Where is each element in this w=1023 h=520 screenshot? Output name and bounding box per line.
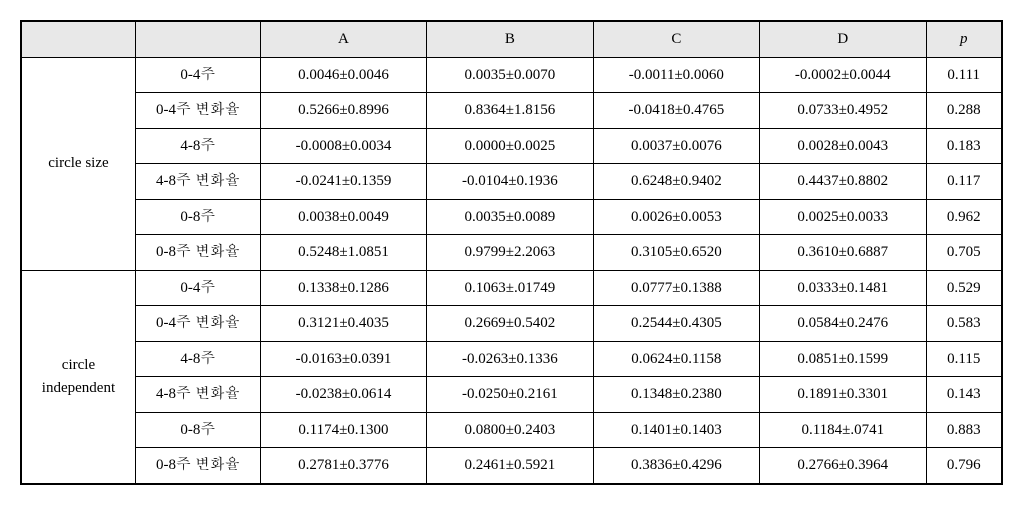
row-label: 0-4주 변화율 [135,93,260,129]
col-c: C [593,21,759,57]
table-row: 4-8주 -0.0163±0.0391 -0.0263±0.1336 0.062… [21,341,1002,377]
table-row: 0-8주 0.1174±0.1300 0.0800±0.2403 0.1401±… [21,412,1002,448]
row-label: 0-8주 [135,199,260,235]
cell-p: 0.883 [926,412,1002,448]
table-row: 0-4주 변화율 0.3121±0.4035 0.2669±0.5402 0.2… [21,306,1002,342]
cell-c: 0.3105±0.6520 [593,235,759,271]
col-blank-2 [135,21,260,57]
cell-a: 0.1174±0.1300 [260,412,426,448]
data-table: A B C D p circle size 0-4주 0.0046±0.0046… [20,20,1003,485]
cell-a: 0.0038±0.0049 [260,199,426,235]
cell-p: 0.117 [926,164,1002,200]
col-blank-1 [21,21,135,57]
cell-b: -0.0250±0.2161 [427,377,593,413]
cell-d: 0.4437±0.8802 [760,164,926,200]
cell-p: 0.288 [926,93,1002,129]
cell-d: 0.1184±.0741 [760,412,926,448]
cell-b: 0.2461±0.5921 [427,448,593,484]
cell-d: 0.0851±0.1599 [760,341,926,377]
cell-d: 0.2766±0.3964 [760,448,926,484]
cell-d: 0.3610±0.6887 [760,235,926,271]
table-row: 4-8주 변화율 -0.0241±0.1359 -0.0104±0.1936 0… [21,164,1002,200]
cell-a: -0.0241±0.1359 [260,164,426,200]
cell-c: -0.0418±0.4765 [593,93,759,129]
row-label: 4-8주 [135,128,260,164]
row-label: 4-8주 변화율 [135,164,260,200]
cell-a: 0.2781±0.3776 [260,448,426,484]
cell-a: -0.0238±0.0614 [260,377,426,413]
table-row: 0-4주 변화율 0.5266±0.8996 0.8364±1.8156 -0.… [21,93,1002,129]
cell-b: -0.0263±0.1336 [427,341,593,377]
cell-a: -0.0163±0.0391 [260,341,426,377]
table-row: 0-8주 0.0038±0.0049 0.0035±0.0089 0.0026±… [21,199,1002,235]
cell-b: 0.2669±0.5402 [427,306,593,342]
cell-a: 0.3121±0.4035 [260,306,426,342]
col-d: D [760,21,926,57]
cell-a: 0.1338±0.1286 [260,270,426,306]
row-label: 4-8주 [135,341,260,377]
row-label: 0-4주 [135,57,260,93]
cell-b: -0.0104±0.1936 [427,164,593,200]
cell-b: 0.1063±.01749 [427,270,593,306]
cell-c: 0.0026±0.0053 [593,199,759,235]
row-label: 0-8주 변화율 [135,235,260,271]
cell-c: 0.2544±0.4305 [593,306,759,342]
cell-a: 0.0046±0.0046 [260,57,426,93]
cell-p: 0.143 [926,377,1002,413]
cell-c: 0.1401±0.1403 [593,412,759,448]
cell-d: 0.0025±0.0033 [760,199,926,235]
cell-p: 0.529 [926,270,1002,306]
row-label: 0-4주 [135,270,260,306]
cell-c: 0.1348±0.2380 [593,377,759,413]
cell-d: 0.0028±0.0043 [760,128,926,164]
cell-c: 0.0777±0.1388 [593,270,759,306]
cell-c: -0.0011±0.0060 [593,57,759,93]
cell-p: 0.583 [926,306,1002,342]
cell-b: 0.0035±0.0089 [427,199,593,235]
cell-b: 0.0035±0.0070 [427,57,593,93]
row-group-label: circle independent [21,270,135,484]
cell-d: 0.0333±0.1481 [760,270,926,306]
table-row: 4-8주 변화율 -0.0238±0.0614 -0.0250±0.2161 0… [21,377,1002,413]
cell-p: 0.962 [926,199,1002,235]
table-row: 4-8주 -0.0008±0.0034 0.0000±0.0025 0.0037… [21,128,1002,164]
col-p: p [926,21,1002,57]
table-row: 0-8주 변화율 0.5248±1.0851 0.9799±2.2063 0.3… [21,235,1002,271]
cell-a: 0.5248±1.0851 [260,235,426,271]
table-row: 0-8주 변화율 0.2781±0.3776 0.2461±0.5921 0.3… [21,448,1002,484]
cell-d: -0.0002±0.0044 [760,57,926,93]
cell-c: 0.6248±0.9402 [593,164,759,200]
row-group-label: circle size [21,57,135,270]
cell-b: 0.8364±1.8156 [427,93,593,129]
cell-c: 0.0624±0.1158 [593,341,759,377]
cell-p: 0.111 [926,57,1002,93]
cell-b: 0.0800±0.2403 [427,412,593,448]
row-label: 0-4주 변화율 [135,306,260,342]
row-label: 4-8주 변화율 [135,377,260,413]
table-body: circle size 0-4주 0.0046±0.0046 0.0035±0.… [21,57,1002,484]
cell-c: 0.0037±0.0076 [593,128,759,164]
table-row: circle independent 0-4주 0.1338±0.1286 0.… [21,270,1002,306]
col-a: A [260,21,426,57]
cell-d: 0.0584±0.2476 [760,306,926,342]
cell-p: 0.705 [926,235,1002,271]
cell-a: -0.0008±0.0034 [260,128,426,164]
cell-p: 0.183 [926,128,1002,164]
cell-c: 0.3836±0.4296 [593,448,759,484]
row-label: 0-8주 변화율 [135,448,260,484]
cell-b: 0.0000±0.0025 [427,128,593,164]
table-header-row: A B C D p [21,21,1002,57]
cell-b: 0.9799±2.2063 [427,235,593,271]
cell-p: 0.796 [926,448,1002,484]
cell-p: 0.115 [926,341,1002,377]
cell-a: 0.5266±0.8996 [260,93,426,129]
col-b: B [427,21,593,57]
cell-d: 0.0733±0.4952 [760,93,926,129]
row-label: 0-8주 [135,412,260,448]
cell-d: 0.1891±0.3301 [760,377,926,413]
table-row: circle size 0-4주 0.0046±0.0046 0.0035±0.… [21,57,1002,93]
